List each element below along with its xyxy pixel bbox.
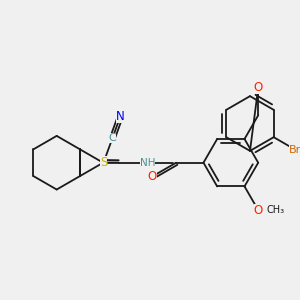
Text: O: O [148, 170, 157, 183]
Text: Br: Br [289, 145, 300, 154]
Text: NH: NH [140, 158, 155, 168]
Text: N: N [116, 110, 125, 122]
Text: O: O [254, 204, 263, 217]
Text: C: C [109, 133, 116, 143]
Text: CH₃: CH₃ [266, 205, 284, 215]
Text: S: S [100, 157, 107, 169]
Text: O: O [254, 81, 263, 94]
